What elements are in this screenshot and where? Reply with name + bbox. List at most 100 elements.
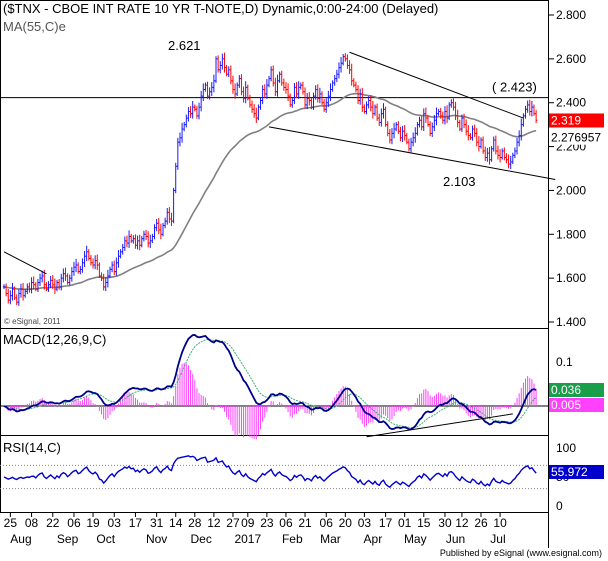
price-y-tick-label: 1.400 [556,315,586,329]
price-bar [15,294,18,306]
macd-label: MACD(12,26,9,C) [3,332,107,347]
price-bar [481,136,485,154]
price-bar [350,63,353,86]
price-bar [189,106,192,118]
price-bar [509,155,512,170]
macd-trendline [366,413,513,438]
price-bar [259,97,262,110]
price-bar [280,70,283,86]
price-bar [81,258,84,273]
price-bar [318,87,322,104]
x-tick-label: 06 [279,516,293,530]
price-bar [30,277,33,294]
price-bar [257,104,260,121]
price-bar [333,75,336,86]
price-bar [458,119,461,132]
rsi-y-tick-label: 0 [556,499,563,513]
month-label: Jun [446,532,465,546]
price-bar [47,281,50,292]
price-bar [221,53,224,70]
price-bar [416,122,419,136]
price-bar [79,265,82,275]
price-bar [488,147,491,165]
swing-low-label: 2.103 [443,174,476,189]
price-bar [528,99,531,116]
price-bar [382,103,385,119]
price-bar [316,84,319,103]
price-bar [403,125,406,141]
price-bar [244,81,247,104]
price-bar [176,137,180,170]
month-label: Aug [10,532,31,546]
price-bar [471,125,474,141]
price-bar [202,83,205,102]
price-bar [286,83,290,102]
macd-signal-line [3,339,537,429]
price-bar [409,137,413,153]
price-bar [136,235,139,250]
price-bar [515,137,519,155]
price-bar [339,57,343,73]
trendline [268,126,556,180]
price-bar [98,262,101,279]
price-bar [68,274,71,286]
price-bar [74,258,78,273]
price-bar [484,146,487,162]
price-bar [117,250,120,268]
price-bar [163,217,167,229]
price-bar [214,56,218,83]
swing-high-label: 2.621 [168,38,201,53]
price-bar [392,122,396,139]
price-bar [77,262,80,274]
price-bar [284,82,288,94]
price-bar [113,260,116,276]
esignal-copyright: © eSignal, 2011 [4,317,61,326]
price-bar [2,284,6,290]
price-bar [261,85,264,105]
x-tick-label: 22 [46,516,60,530]
price-bar [227,66,230,78]
price-bar [62,268,65,283]
price-bar [7,289,10,304]
price-bar [507,154,510,169]
month-label: Jul [490,532,505,546]
price-bar [422,108,425,132]
price-bar [361,87,364,113]
x-tick-label: 03 [108,516,122,530]
price-bar [199,90,203,112]
price-bar [354,81,358,93]
price-bar [146,231,150,248]
price-bar [454,101,457,121]
x-tick-label: 08 [25,516,39,530]
price-bar [437,108,440,116]
price-bar [248,94,252,108]
price-bar [132,235,135,244]
x-tick-label: 21 [298,516,312,530]
macd-hist-tag: 0.005 [551,398,581,412]
macd-hist-tag-bg [549,398,604,412]
price-bar [110,261,114,273]
price-bar [168,207,171,224]
price-y-tick-label: 2.000 [556,183,586,197]
price-bar [407,138,411,152]
price-bar [236,82,239,97]
price-y-tick-label: 2.600 [556,52,586,66]
price-bar [282,78,286,91]
price-bar [119,249,122,259]
price-bar [513,147,517,159]
price-bar [121,243,124,255]
price-bar [185,114,188,128]
price-bar [469,132,472,140]
price-bar [352,78,355,88]
price-bar [64,267,67,281]
month-label: 2017 [234,532,261,546]
price-bar [134,234,137,249]
price-bar [252,104,256,118]
price-bar [102,273,105,291]
price-bar [475,128,478,147]
price-bar [66,273,69,285]
price-bar [157,218,160,235]
price-bar [9,290,12,305]
x-tick-label: 01 [398,516,412,530]
price-bar [34,282,37,292]
